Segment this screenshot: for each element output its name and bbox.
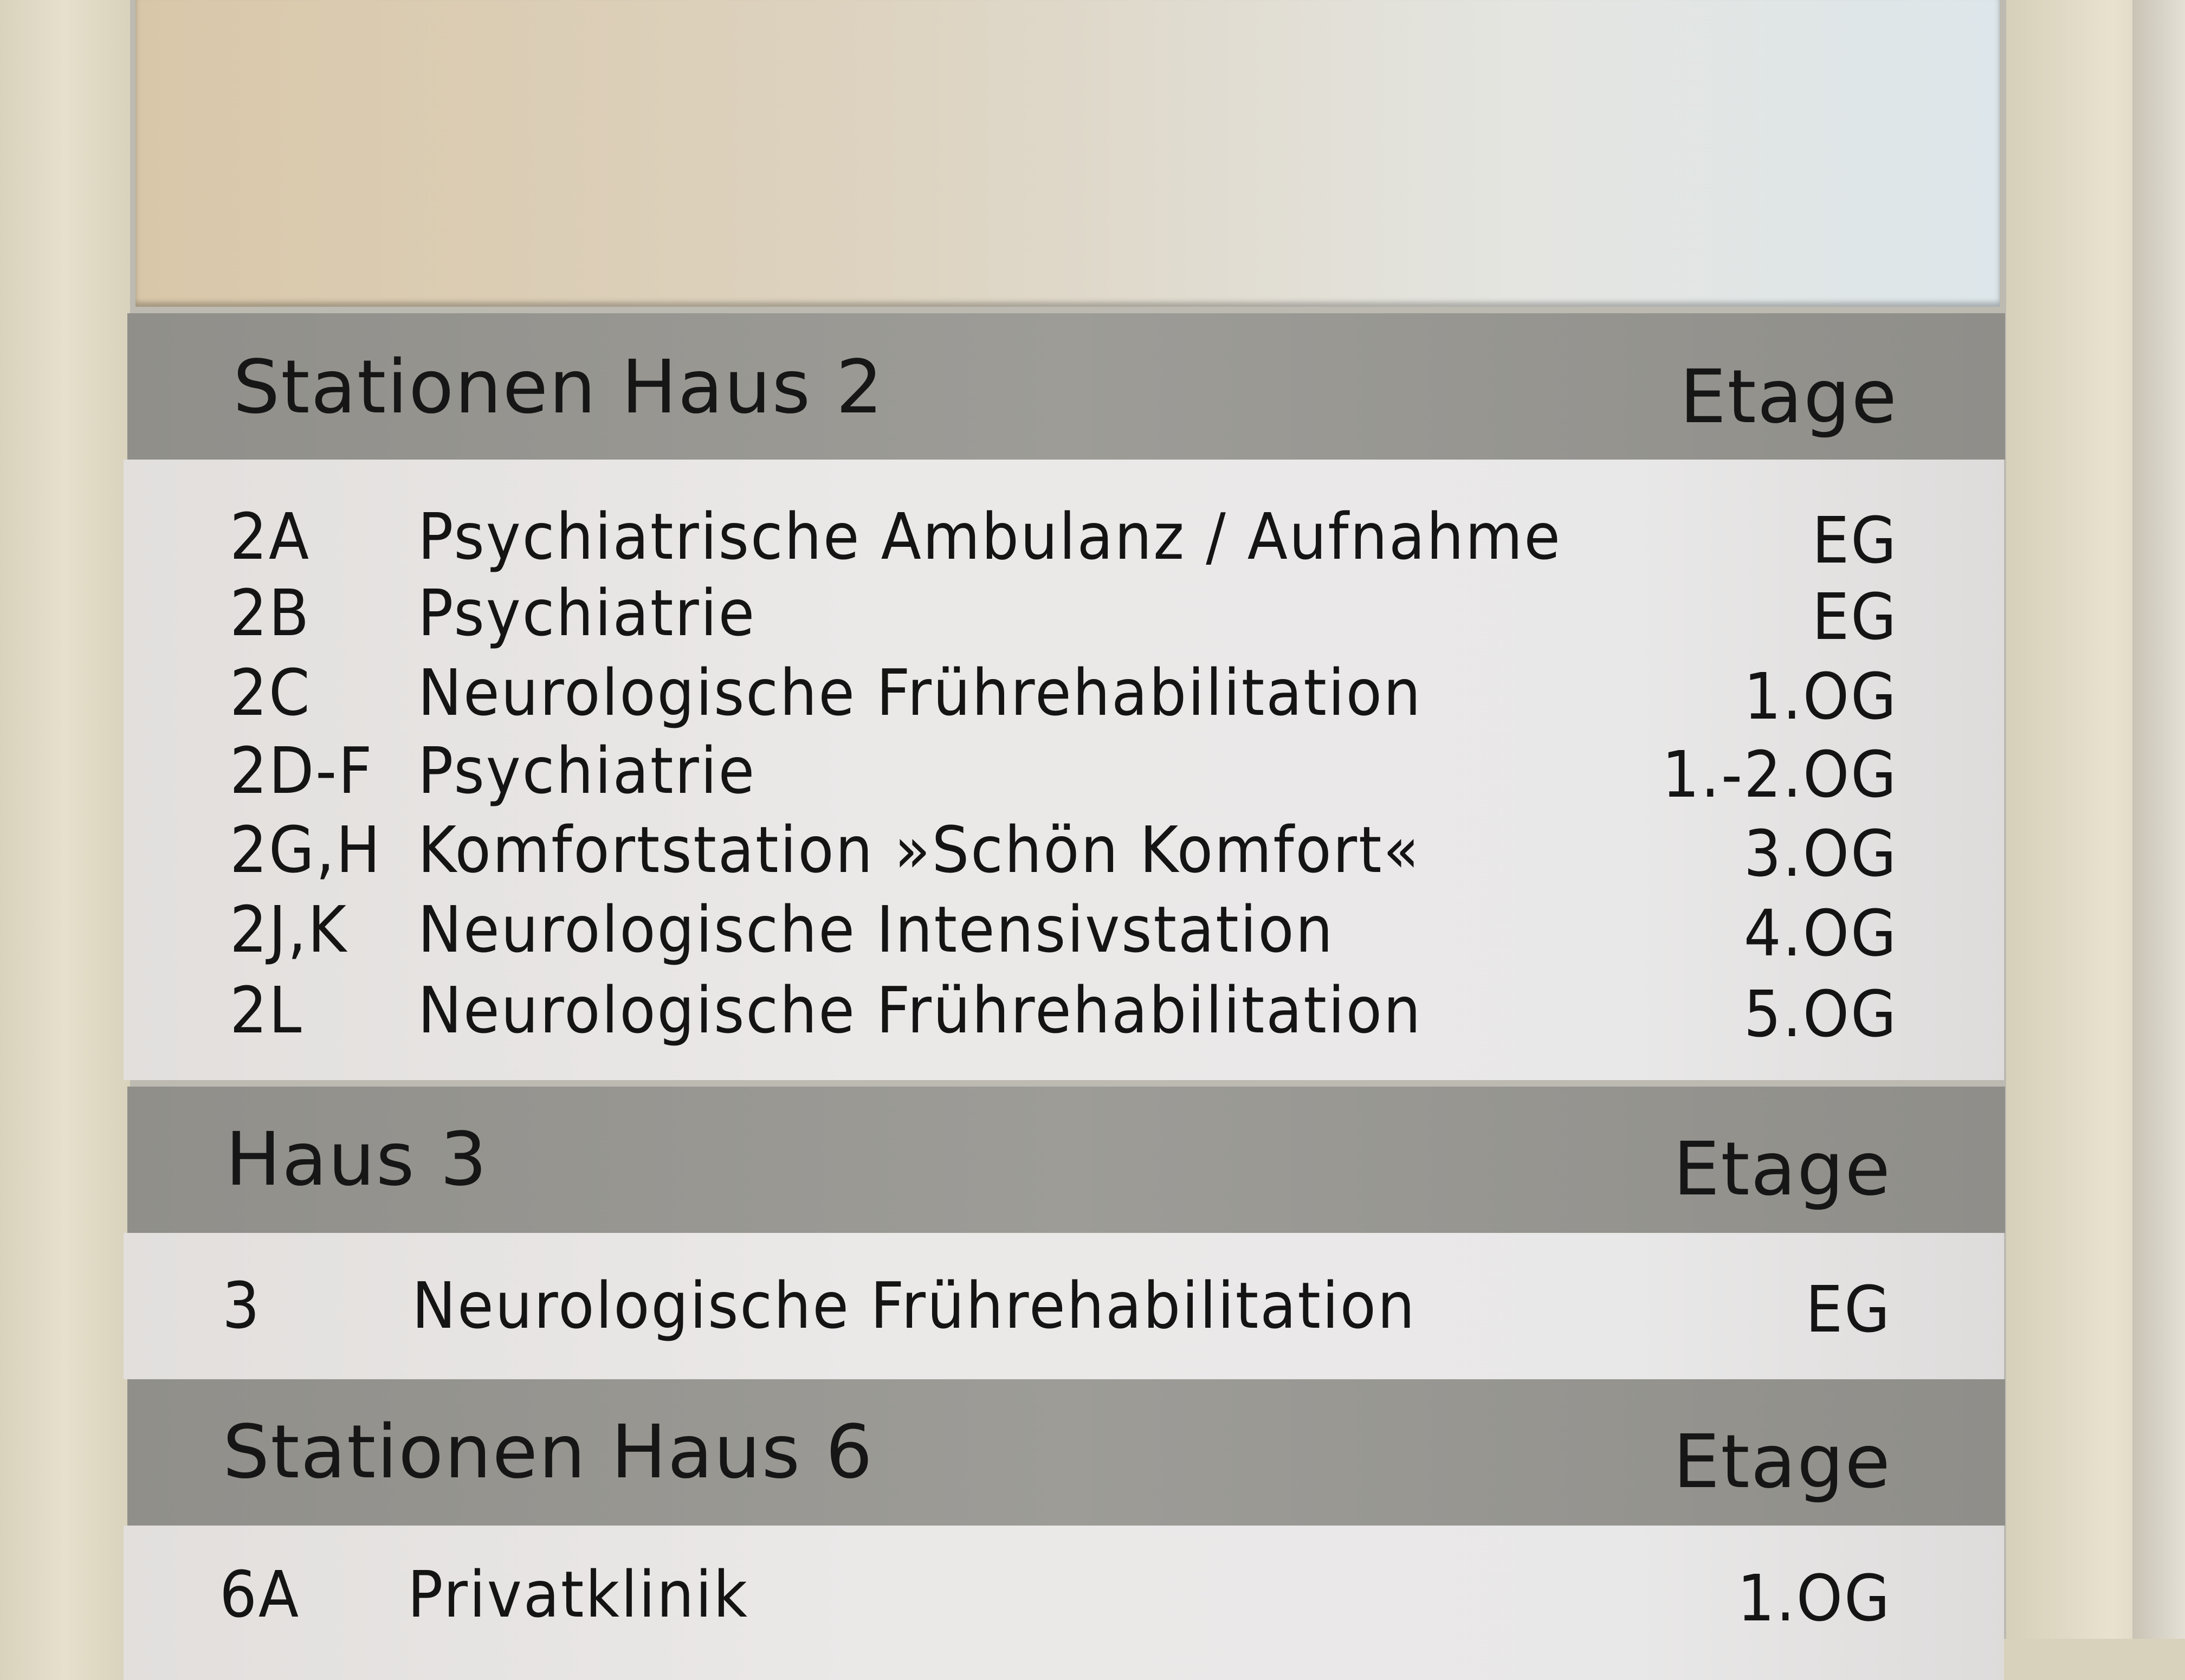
station-code: 2D-F (230, 733, 374, 808)
station-name: Neurologische Frührehabilitation (418, 973, 1423, 1048)
station-code: 6A (219, 1557, 300, 1632)
etage-label: Etage (1673, 1127, 1891, 1212)
station-name: Komfortstation »Schön Komfort« (418, 812, 1421, 887)
station-floor: 1.OG (1737, 1561, 1891, 1636)
station-code: 2C (230, 655, 312, 730)
station-code: 2L (230, 973, 303, 1048)
station-floor: EG (1812, 579, 1898, 654)
section-body (124, 1233, 2004, 1379)
section-body (124, 1526, 2004, 1680)
glass-panel (135, 0, 2000, 307)
section-header-band (127, 1379, 2005, 1526)
station-name: Psychiatrische Ambulanz / Aufnahme (418, 499, 1562, 574)
section-title: Stationen Haus 6 (223, 1410, 874, 1495)
section-title: Haus 3 (225, 1117, 488, 1203)
station-name: Neurologische Frührehabilitation (412, 1268, 1417, 1343)
station-code: 2A (230, 499, 311, 574)
station-code: 2B (230, 576, 311, 650)
station-code: 2J,K (230, 892, 348, 967)
station-name: Psychiatrie (418, 576, 757, 650)
section-body (124, 460, 2004, 1080)
station-code: 3 (222, 1268, 261, 1343)
section-header-band (127, 313, 2005, 460)
station-name: Privatklinik (408, 1557, 749, 1632)
station-floor: 1.OG (1743, 659, 1898, 734)
adjacent-frame (2132, 0, 2185, 1639)
station-floor: 5.OG (1743, 977, 1898, 1051)
station-name: Neurologische Intensivstation (418, 892, 1335, 967)
station-floor: 4.OG (1743, 896, 1898, 971)
station-floor: EG (1812, 503, 1898, 578)
etage-label: Etage (1673, 1419, 1891, 1505)
station-name: Neurologische Frührehabilitation (418, 655, 1423, 730)
etage-label: Etage (1679, 354, 1898, 440)
section-title: Stationen Haus 2 (233, 345, 884, 430)
station-code: 2G,H (230, 812, 382, 887)
station-floor: EG (1805, 1272, 1891, 1347)
station-floor: 3.OG (1743, 816, 1898, 891)
station-floor: 1.-2.OG (1662, 737, 1898, 812)
section-header-band (127, 1087, 2005, 1233)
station-name: Psychiatrie (418, 733, 757, 808)
